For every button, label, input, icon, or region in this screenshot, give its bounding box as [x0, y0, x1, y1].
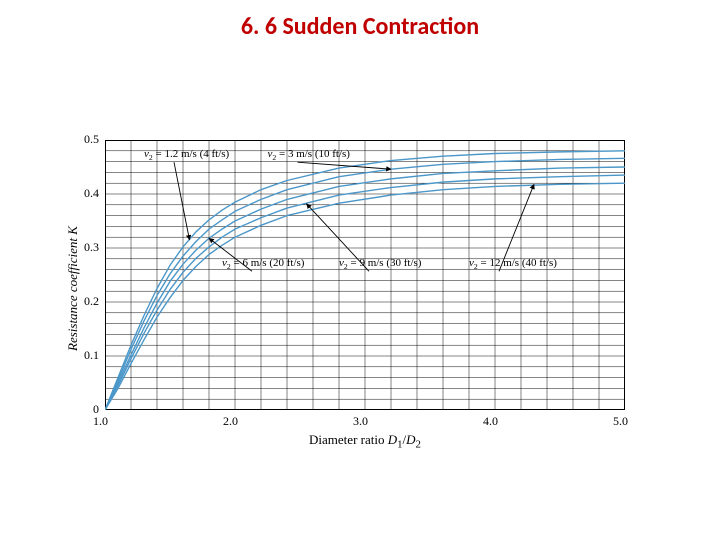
y-tick-label: 0.3 — [84, 240, 99, 255]
y-tick-label: 0.2 — [84, 294, 99, 309]
curve-label-v3: v2 = 3 m/s (10 ft/s) — [268, 148, 350, 162]
y-axis-label: Resistance coefficient K — [65, 226, 81, 351]
y-tick-label: 0 — [93, 402, 99, 417]
curve-label-v12: v2 = 12 m/s (40 ft/s) — [469, 257, 557, 271]
x-tick-label: 5.0 — [613, 414, 628, 429]
x-tick-label: 3.0 — [353, 414, 368, 429]
resistance-chart — [105, 140, 625, 410]
chart-svg — [105, 140, 625, 410]
x-axis-label: Diameter ratio D1/D2 — [105, 432, 625, 451]
curve-label-v1p2: v2 = 1.2 m/s (4 ft/s) — [144, 148, 229, 162]
y-tick-label: 0.4 — [84, 186, 99, 201]
page-title: 6. 6 Sudden Contraction — [0, 12, 720, 41]
y-tick-label: 0.5 — [84, 132, 99, 147]
curve-label-v6: v2 = 6 m/s (20 ft/s) — [222, 257, 304, 271]
curve-label-v9: v2 = 9 m/s (30 ft/s) — [339, 257, 421, 271]
title-text: 6. 6 Sudden Contraction — [241, 12, 479, 41]
x-tick-label: 2.0 — [223, 414, 238, 429]
y-tick-label: 0.1 — [84, 348, 99, 363]
x-tick-label: 4.0 — [483, 414, 498, 429]
